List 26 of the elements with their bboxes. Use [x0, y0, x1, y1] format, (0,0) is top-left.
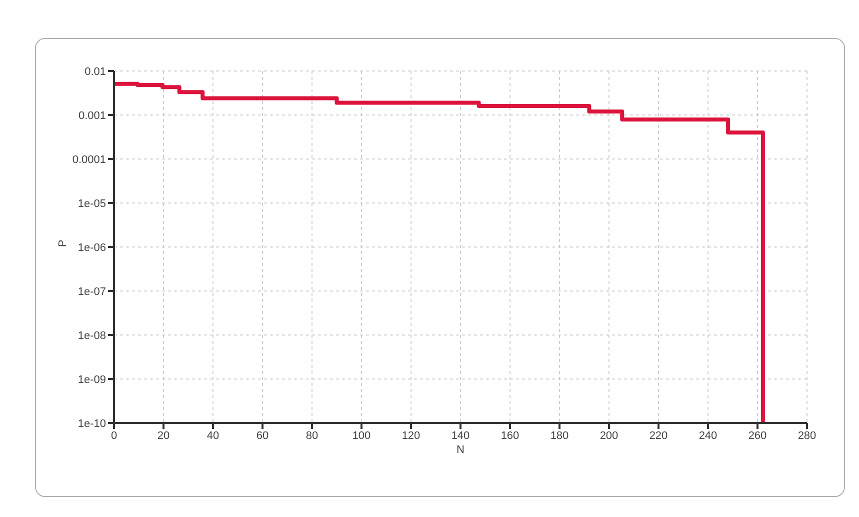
y-tick-label: 0.0001 — [72, 154, 106, 166]
x-tick-label: 100 — [352, 430, 371, 442]
x-tick-label: 240 — [698, 430, 718, 442]
y-tick-label: 1e-07 — [78, 286, 106, 298]
x-axis-title: N — [456, 444, 465, 456]
x-tick-label: 140 — [451, 430, 470, 442]
x-tick-label: 80 — [306, 430, 318, 442]
y-axis-title: P — [56, 240, 69, 247]
y-tick-label: 0.01 — [84, 66, 106, 78]
x-tick-label: 40 — [206, 430, 220, 442]
y-tick-label: 1e-09 — [78, 374, 106, 386]
y-tick-label: 1e-10 — [78, 418, 106, 430]
y-tick-label: 1e-06 — [78, 242, 106, 254]
x-tick-label: 160 — [500, 430, 520, 442]
y-tick-label: 1e-05 — [78, 198, 106, 210]
x-tick-label: 60 — [256, 430, 269, 442]
x-tick-label: 280 — [798, 430, 816, 442]
y-tick-label: 0.001 — [78, 110, 106, 122]
x-tick-label: 200 — [600, 430, 618, 442]
x-tick-label: 180 — [550, 430, 569, 442]
x-tick-label: 260 — [748, 430, 767, 442]
x-tick-label: 120 — [402, 430, 420, 442]
x-tick-label: 0 — [110, 430, 118, 442]
x-tick-label: 20 — [157, 430, 170, 442]
x-tick-label: 220 — [649, 430, 668, 442]
y-tick-label: 1e-08 — [78, 330, 106, 342]
